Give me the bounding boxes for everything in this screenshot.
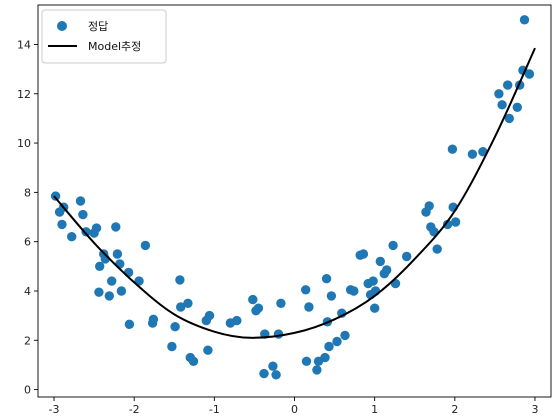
scatter-point-50 bbox=[312, 365, 322, 375]
y-tick-label: 2 bbox=[24, 334, 31, 347]
scatter-point-6 bbox=[78, 209, 88, 220]
scatter-point-41 bbox=[259, 368, 269, 379]
scatter-point-66 bbox=[368, 276, 378, 286]
scatter-point-4 bbox=[67, 232, 77, 242]
scatter-point-10 bbox=[94, 287, 104, 297]
scatter-point-59 bbox=[340, 330, 350, 341]
x-tick-label: 3 bbox=[531, 403, 538, 416]
scatter-point-38 bbox=[248, 294, 258, 305]
x-tick-label: -1 bbox=[209, 403, 220, 416]
legend-label-line: Model추정 bbox=[88, 40, 141, 53]
scatter-point-32 bbox=[188, 356, 199, 366]
scatter-point-25 bbox=[148, 314, 159, 324]
scatter-point-88 bbox=[503, 80, 513, 90]
scatter-point-15 bbox=[107, 276, 117, 286]
y-axis: 0 2 4 6 8 10 12 14 bbox=[17, 38, 38, 397]
scatter-point-34 bbox=[203, 345, 213, 355]
legend: 정답 Model추정 bbox=[41, 9, 167, 64]
scatter-point-17 bbox=[112, 249, 123, 259]
y-tick-label: 6 bbox=[24, 236, 31, 249]
scatter-point-45 bbox=[273, 329, 284, 339]
scatter-point-43 bbox=[268, 361, 278, 371]
x-tick-label: -2 bbox=[129, 403, 140, 416]
scatter-point-94 bbox=[524, 69, 535, 79]
scatter-point-19 bbox=[116, 286, 127, 296]
scatter-point-72 bbox=[388, 240, 398, 251]
scatter-point-2 bbox=[57, 219, 67, 230]
scatter-point-61 bbox=[349, 286, 359, 296]
scatter-points bbox=[50, 15, 535, 380]
x-tick-label: -3 bbox=[49, 403, 60, 416]
scatter-point-83 bbox=[450, 217, 461, 227]
scatter-point-35 bbox=[204, 310, 215, 321]
scatter-point-76 bbox=[424, 201, 434, 211]
scatter-point-67 bbox=[370, 303, 380, 313]
scatter-point-57 bbox=[332, 336, 342, 347]
model-line bbox=[53, 47, 536, 339]
x-tick-label: 0 bbox=[291, 403, 298, 416]
scatter-point-46 bbox=[276, 298, 286, 308]
scatter-point-69 bbox=[375, 256, 385, 267]
scatter-point-90 bbox=[512, 102, 522, 113]
legend-marker-points bbox=[57, 21, 67, 31]
scatter-point-87 bbox=[497, 100, 507, 110]
scatter-point-56 bbox=[326, 291, 337, 301]
scatter-point-21 bbox=[124, 319, 135, 329]
scatter-point-0 bbox=[50, 191, 61, 201]
scatter-point-40 bbox=[253, 303, 264, 313]
scatter-point-28 bbox=[175, 275, 185, 285]
scatter-point-27 bbox=[170, 322, 180, 332]
scatter-point-52 bbox=[320, 352, 330, 363]
scatter-point-80 bbox=[442, 219, 453, 230]
scatter-point-16 bbox=[111, 222, 121, 232]
scatter-point-11 bbox=[95, 261, 105, 271]
scatter-point-49 bbox=[304, 302, 314, 312]
scatter-point-81 bbox=[447, 144, 458, 154]
scatter-point-14 bbox=[104, 291, 115, 301]
scatter-point-29 bbox=[176, 302, 186, 312]
scatter-point-93 bbox=[519, 15, 530, 25]
scatter-point-84 bbox=[467, 149, 478, 159]
scatter-point-26 bbox=[167, 341, 177, 352]
scatter-point-63 bbox=[358, 249, 369, 259]
x-tick-label: 2 bbox=[451, 403, 458, 416]
scatter-point-86 bbox=[494, 89, 504, 99]
scatter-point-71 bbox=[382, 265, 392, 275]
scatter-point-79 bbox=[432, 244, 442, 254]
legend-label-points: 정답 bbox=[88, 20, 108, 33]
scatter-point-7 bbox=[81, 227, 91, 237]
x-axis: -3 -2 -1 0 1 2 3 bbox=[49, 397, 538, 416]
axes-frame bbox=[37, 4, 552, 398]
scatter-point-23 bbox=[140, 240, 151, 251]
scatter-point-55 bbox=[324, 341, 334, 352]
scatter-point-47 bbox=[301, 285, 311, 295]
scatter-point-89 bbox=[504, 113, 514, 124]
scatter-point-44 bbox=[271, 370, 281, 380]
scatter-point-74 bbox=[402, 251, 412, 262]
y-tick-label: 12 bbox=[17, 88, 31, 101]
scatter-point-53 bbox=[321, 274, 332, 284]
legend-box bbox=[41, 9, 167, 64]
y-tick-label: 4 bbox=[24, 285, 31, 298]
scatter-point-37 bbox=[232, 315, 242, 326]
scatter-point-48 bbox=[301, 356, 312, 366]
scatter-point-5 bbox=[75, 196, 86, 206]
scatter-point-30 bbox=[183, 298, 193, 308]
y-tick-label: 14 bbox=[17, 38, 31, 51]
y-tick-label: 10 bbox=[17, 137, 31, 150]
x-tick-label: 1 bbox=[371, 403, 378, 416]
y-tick-label: 8 bbox=[24, 186, 31, 199]
scatter-point-9 bbox=[91, 223, 102, 233]
scatter-point-20 bbox=[123, 267, 134, 278]
y-tick-label: 0 bbox=[24, 384, 31, 397]
